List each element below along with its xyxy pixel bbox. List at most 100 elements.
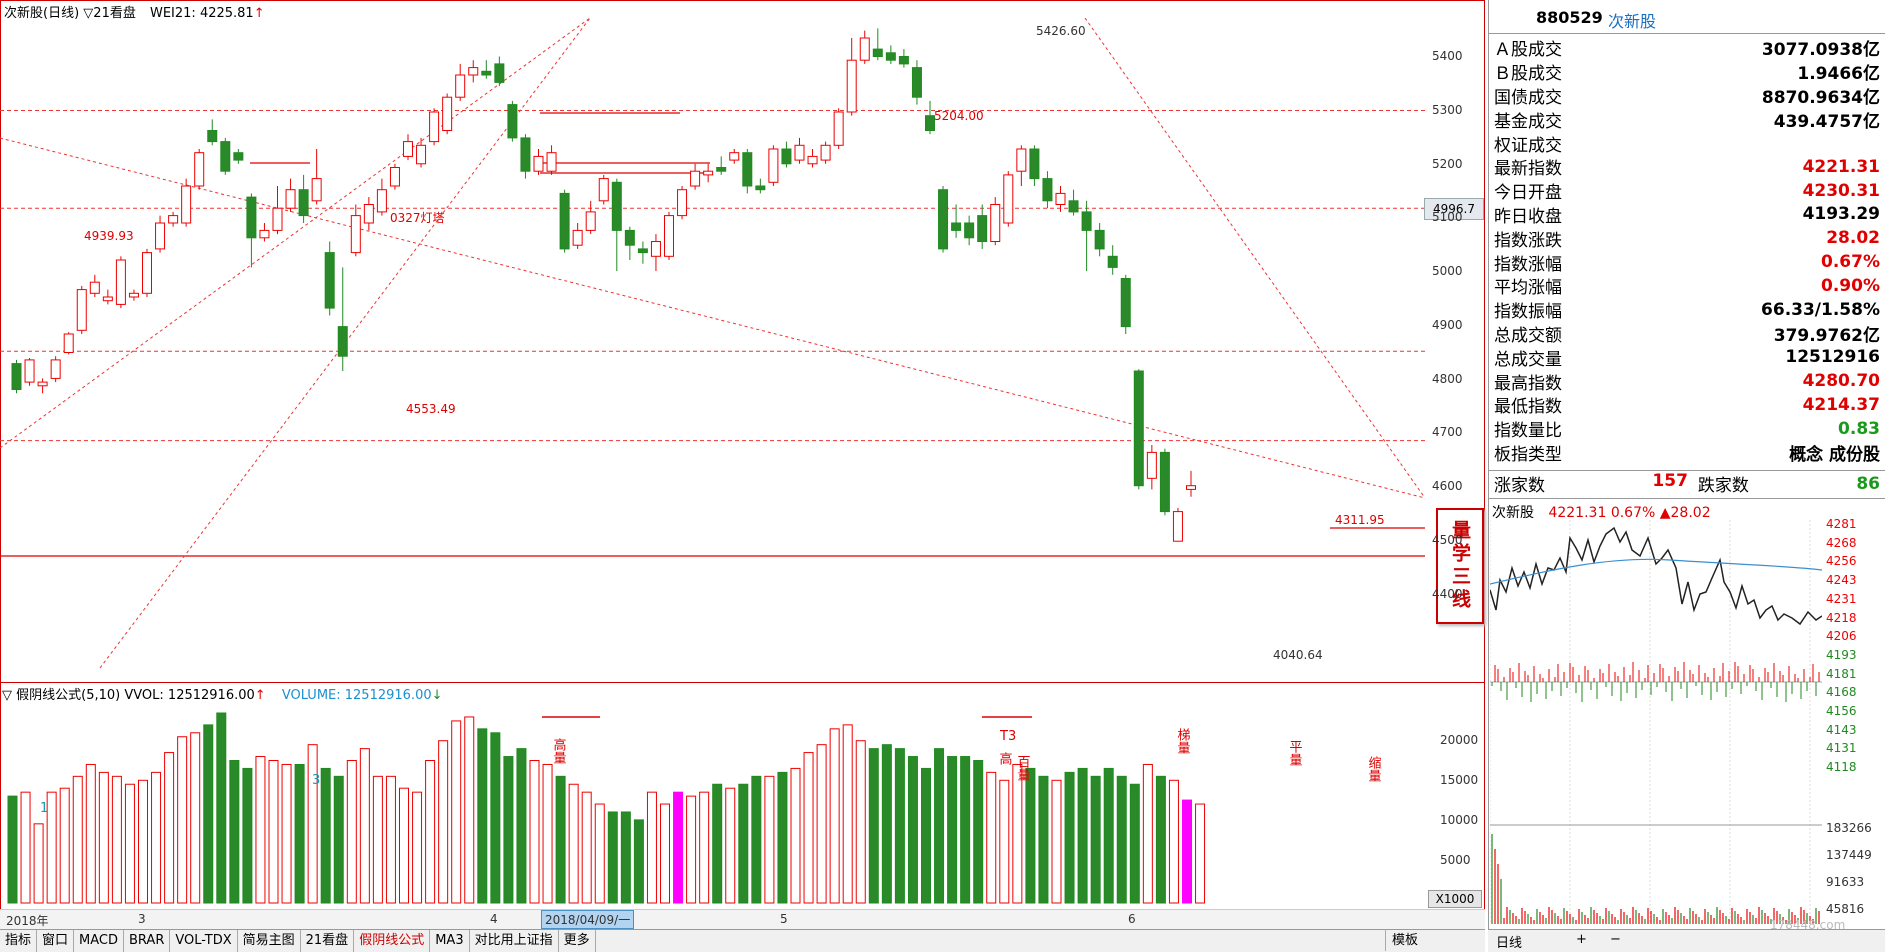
volume-bar[interactable] — [438, 740, 449, 904]
toolbar-tab[interactable]: BRAR — [124, 930, 171, 952]
volume-bar[interactable] — [555, 775, 566, 904]
candle[interactable] — [598, 174, 609, 205]
candle[interactable] — [1029, 145, 1040, 186]
candle[interactable] — [977, 204, 988, 249]
volume-bar[interactable] — [894, 748, 905, 904]
volume-bar[interactable] — [464, 716, 475, 904]
volume-bar[interactable] — [98, 771, 109, 904]
volume-bar[interactable] — [725, 787, 736, 904]
candle[interactable] — [533, 149, 544, 175]
toolbar-tab[interactable]: 假阴线公式 — [354, 930, 431, 952]
volume-bar[interactable] — [1090, 775, 1101, 904]
candle[interactable] — [259, 223, 270, 242]
volume-bar[interactable] — [7, 795, 18, 904]
volume-bar[interactable] — [738, 783, 749, 904]
candle[interactable] — [716, 156, 727, 175]
volume-bar[interactable] — [633, 819, 644, 904]
volume-bar[interactable] — [503, 756, 514, 904]
candle[interactable] — [1172, 507, 1183, 542]
candle[interactable] — [1081, 200, 1092, 272]
candle[interactable] — [507, 100, 518, 142]
toolbar-tab[interactable]: 21看盘 — [301, 930, 355, 952]
candle[interactable] — [859, 30, 870, 64]
volume-bar[interactable] — [986, 771, 997, 904]
volume-bar[interactable] — [934, 748, 945, 904]
volume-bar[interactable] — [1142, 763, 1153, 904]
volume-bar[interactable] — [359, 748, 370, 904]
volume-bar[interactable] — [999, 779, 1010, 904]
volume-bar[interactable] — [124, 783, 135, 904]
volume-bar[interactable] — [842, 724, 853, 904]
candle[interactable] — [376, 178, 387, 216]
volume-bar[interactable] — [216, 712, 227, 904]
volume-bar[interactable] — [177, 736, 188, 904]
volume-bar[interactable] — [1077, 767, 1088, 904]
candle[interactable] — [742, 149, 753, 194]
volume-bar[interactable] — [59, 787, 70, 904]
volume-bar[interactable] — [138, 779, 148, 904]
volume-bar[interactable] — [46, 791, 57, 904]
toolbar-tab[interactable]: 对比用上证指 — [470, 930, 559, 952]
volume-bar[interactable] — [164, 752, 175, 904]
volume-bar[interactable] — [868, 748, 879, 904]
volume-bar[interactable] — [412, 791, 423, 904]
candle[interactable] — [624, 226, 635, 260]
volume-bar[interactable] — [568, 783, 579, 904]
candle[interactable] — [1042, 171, 1053, 209]
candle[interactable] — [846, 38, 857, 116]
volume-bar[interactable] — [529, 760, 540, 904]
candle[interactable] — [442, 93, 453, 135]
candle[interactable] — [1120, 274, 1131, 334]
candle[interactable] — [1055, 186, 1066, 212]
candle[interactable] — [951, 204, 962, 238]
volume-bar[interactable] — [190, 732, 201, 904]
candle[interactable] — [729, 149, 740, 164]
candle[interactable] — [102, 289, 113, 305]
candle[interactable] — [585, 200, 596, 235]
candle[interactable] — [1003, 171, 1014, 227]
volume-bar[interactable] — [686, 795, 697, 904]
volume-bar[interactable] — [320, 767, 331, 904]
candle[interactable] — [833, 108, 844, 149]
volume-bar[interactable] — [855, 740, 866, 904]
volume-bar[interactable] — [268, 760, 279, 904]
volume-bar[interactable] — [829, 728, 840, 904]
candle[interactable] — [964, 215, 975, 246]
candle[interactable] — [938, 186, 949, 253]
volume-bar[interactable] — [1038, 775, 1049, 904]
candle[interactable] — [76, 285, 87, 334]
candle[interactable] — [429, 108, 440, 146]
volume-bar[interactable] — [1051, 779, 1062, 904]
volume-bar[interactable] — [660, 803, 670, 904]
volume-bar[interactable] — [1182, 799, 1192, 904]
volume-bar[interactable] — [307, 744, 318, 904]
candle[interactable] — [611, 178, 622, 272]
candle[interactable] — [1133, 369, 1144, 490]
volume-bar[interactable] — [242, 767, 253, 904]
volume-bar[interactable] — [346, 760, 357, 904]
candle[interactable] — [207, 119, 218, 146]
toolbar-tab[interactable]: 简易主图 — [238, 930, 301, 952]
volume-bar[interactable] — [399, 787, 409, 904]
candle[interactable] — [324, 241, 335, 316]
volume-bar[interactable] — [111, 775, 122, 904]
period-daily[interactable]: 日线 — [1496, 936, 1523, 951]
volume-bar[interactable] — [751, 775, 762, 904]
candle[interactable] — [690, 163, 701, 190]
candle[interactable] — [194, 149, 205, 190]
candle[interactable] — [572, 223, 583, 249]
volume-bar[interactable] — [803, 752, 814, 904]
zoom-out-button[interactable]: − — [1610, 932, 1621, 947]
toolbar-tab[interactable]: VOL-TDX — [170, 930, 238, 952]
volume-bar[interactable] — [1195, 803, 1206, 904]
volume-bar[interactable] — [907, 756, 918, 904]
candle[interactable] — [403, 134, 413, 161]
candle[interactable] — [755, 178, 766, 194]
toolbar-tab[interactable]: MACD — [74, 930, 124, 952]
candle[interactable] — [89, 274, 100, 297]
volume-bar[interactable] — [1103, 767, 1114, 904]
volume-bar[interactable] — [490, 732, 501, 904]
candle[interactable] — [350, 204, 361, 257]
candle[interactable] — [1159, 448, 1170, 516]
volume-bar[interactable] — [294, 763, 305, 904]
